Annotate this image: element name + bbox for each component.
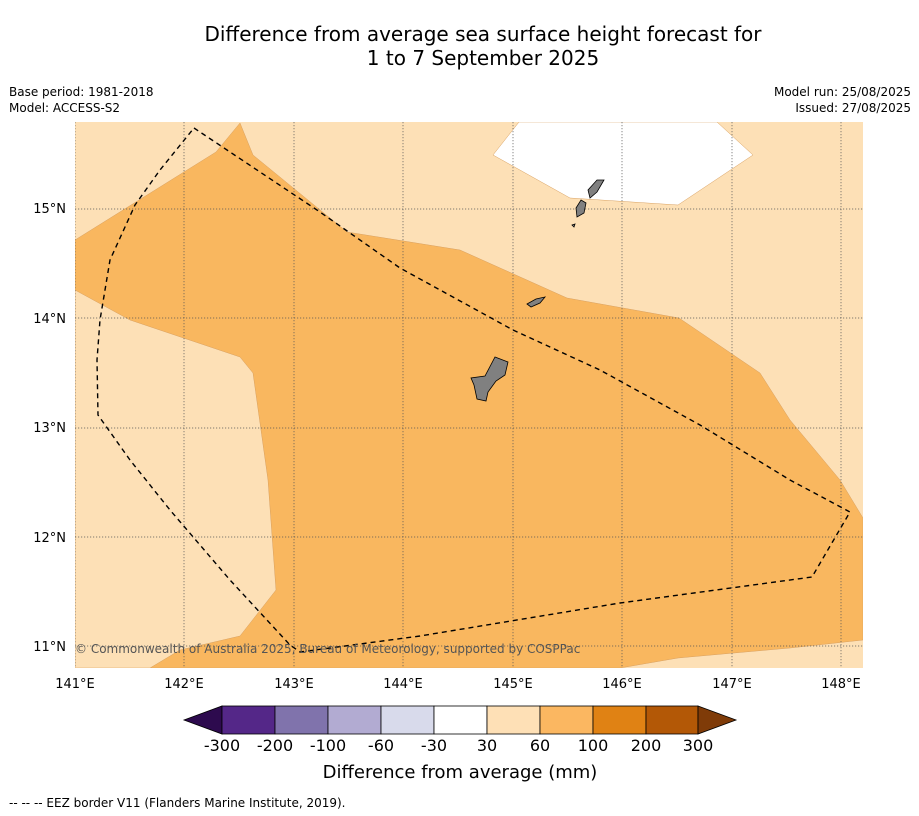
- islands: [470, 179, 605, 402]
- guam-island: [470, 356, 509, 402]
- colorbar-low-arrow: [182, 705, 223, 735]
- colorbar-label: -300: [204, 736, 240, 755]
- colorbar-label: 100: [578, 736, 609, 755]
- issued-date: Issued: 27/08/2025: [795, 101, 911, 115]
- colorbar-bin-4: [380, 705, 435, 735]
- colorbar-label: 30: [477, 736, 497, 755]
- light-orange-west: [75, 289, 277, 668]
- colorbar-label: 300: [683, 736, 714, 755]
- copyright-text: © Commonwealth of Australia 2025, Bureau…: [75, 642, 580, 656]
- rota-island: [526, 296, 547, 308]
- lat-label-14n: 14°N: [33, 312, 66, 327]
- lon-label-142e: 142°E: [164, 677, 204, 692]
- lon-label-147e: 147°E: [712, 677, 752, 692]
- colorbar: -300 -200 -100 -60 -30 30 60 100 200 300…: [182, 705, 738, 783]
- white-region: [492, 122, 754, 206]
- lat-label-15n: 15°N: [33, 202, 66, 217]
- lon-label-148e: 148°E: [821, 677, 861, 692]
- lon-label-145e: 145°E: [493, 677, 533, 692]
- meta-right: Model run: 25/08/2025 Issued: 27/08/2025: [774, 84, 911, 116]
- meta-left: Base period: 1981-2018 Model: ACCESS-S2: [9, 84, 154, 116]
- colorbar-title: Difference from average (mm): [323, 762, 598, 783]
- map-area: © Commonwealth of Australia 2025, Bureau…: [75, 122, 863, 668]
- title-line-1: Difference from average sea surface heig…: [204, 22, 762, 46]
- colorbar-label: 200: [631, 736, 662, 755]
- saipan-island: [587, 179, 605, 199]
- colorbar-bin-7: [539, 705, 594, 735]
- lon-label-144e: 144°E: [383, 677, 423, 692]
- eez-border: [96, 127, 851, 653]
- colorbar-bin-5: [433, 705, 488, 735]
- colorbar-label: -30: [421, 736, 447, 755]
- gridlines: [75, 122, 863, 668]
- colorbar-label: 60: [530, 736, 550, 755]
- colorbar-bin-3: [327, 705, 382, 735]
- lon-label-141e: 141°E: [55, 677, 95, 692]
- colorbar-bin-2: [274, 705, 329, 735]
- colorbar-bin-9: [645, 705, 699, 735]
- tinian-island: [575, 199, 587, 218]
- aguijan-island: [571, 223, 576, 228]
- lon-label-146e: 146°E: [602, 677, 642, 692]
- model-name: Model: ACCESS-S2: [9, 101, 121, 115]
- colorbar-label: -60: [368, 736, 394, 755]
- map-title: Difference from average sea surface heig…: [0, 22, 919, 70]
- colorbar-label: -200: [257, 736, 293, 755]
- lat-label-12n: 12°N: [33, 531, 66, 546]
- colorbar-high-arrow: [697, 705, 738, 735]
- base-period: Base period: 1981-2018: [9, 85, 154, 99]
- colorbar-bin-8: [592, 705, 647, 735]
- colorbar-bin-1: [221, 705, 276, 735]
- model-run: Model run: 25/08/2025: [773, 85, 911, 99]
- lat-label-11n: 11°N: [33, 640, 66, 655]
- lon-label-143e: 143°E: [274, 677, 314, 692]
- colorbar-bin-6: [486, 705, 541, 735]
- footer-note: -- -- -- EEZ border V11 (Flanders Marine…: [9, 796, 346, 810]
- title-line-2: 1 to 7 September 2025: [366, 46, 600, 70]
- colorbar-label: -100: [310, 736, 346, 755]
- lat-label-13n: 13°N: [33, 421, 66, 436]
